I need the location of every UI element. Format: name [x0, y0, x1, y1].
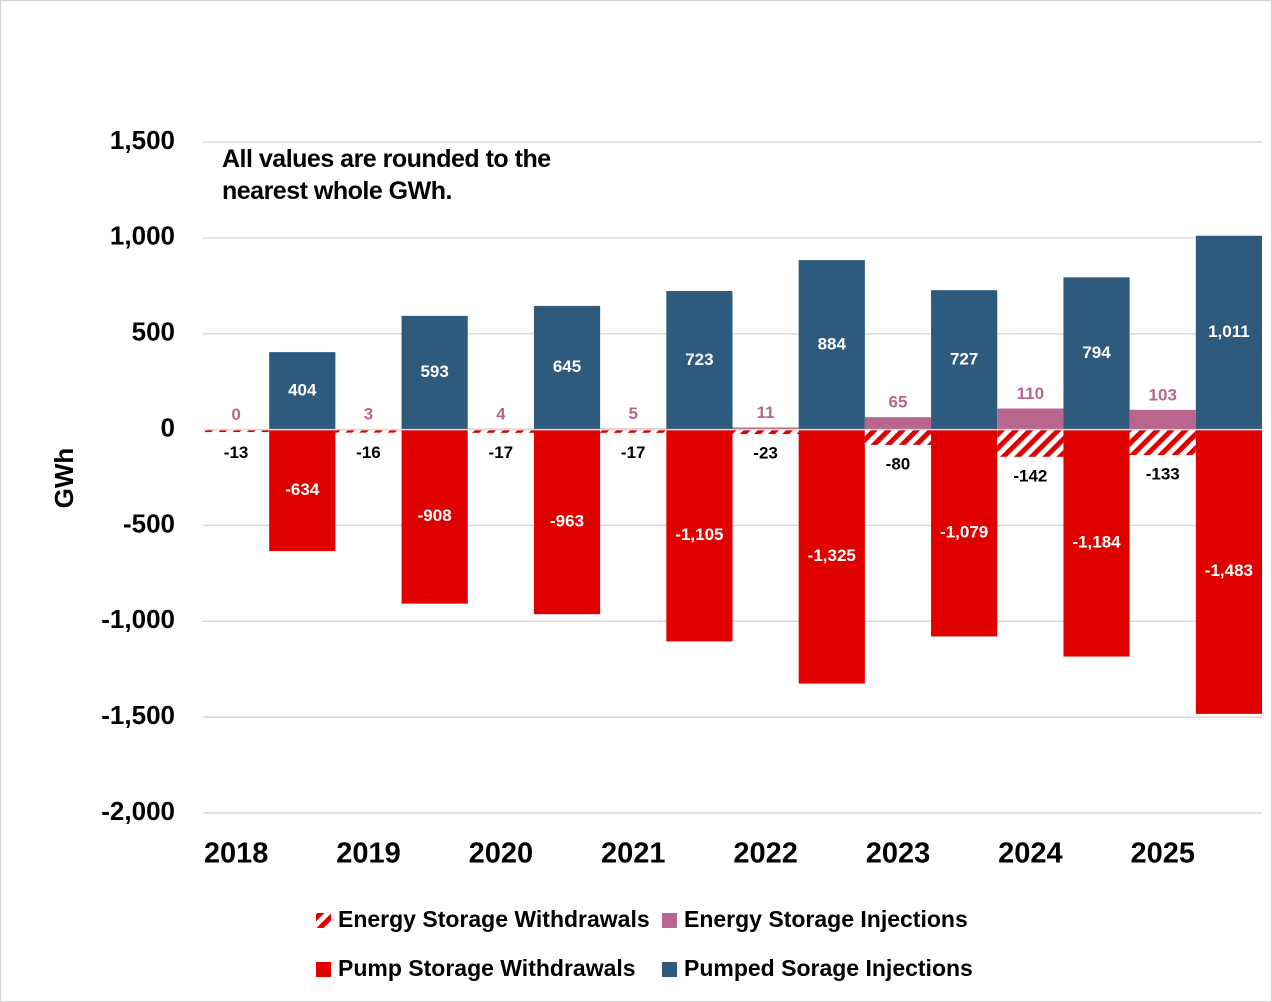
data-label: 1,011 [1208, 322, 1250, 341]
bar [997, 429, 1064, 457]
y-tick-label: 0 [161, 412, 175, 442]
bar [732, 429, 799, 434]
bar [269, 429, 336, 552]
x-tick-label: 2020 [469, 838, 534, 870]
data-label: -16 [356, 443, 381, 462]
data-label: 65 [889, 393, 908, 412]
y-tick-label: -2,000 [101, 796, 175, 826]
data-label: -634 [285, 480, 320, 499]
y-tick-label: 1,500 [110, 125, 175, 155]
legend-swatch [662, 913, 677, 928]
data-label: -963 [550, 511, 584, 530]
data-label: -1,105 [675, 525, 723, 544]
legend-swatch [316, 913, 331, 928]
bar [931, 429, 998, 637]
bar [732, 427, 799, 430]
data-label: -13 [224, 443, 249, 462]
x-tick-label: 2022 [733, 838, 798, 870]
legend-label: Pumped Sorage Injections [684, 955, 973, 981]
bar [533, 305, 601, 430]
y-tick-label: 500 [132, 317, 175, 347]
data-label: 794 [1082, 343, 1111, 362]
x-tick-label: 2025 [1130, 838, 1195, 870]
data-label: 11 [757, 403, 775, 422]
bar [335, 429, 402, 433]
data-label: 404 [288, 380, 317, 399]
legend-swatch [316, 962, 331, 977]
data-label: 3 [364, 404, 373, 423]
y-tick-label: -500 [123, 508, 175, 538]
data-label: 723 [685, 350, 713, 369]
data-label: 727 [950, 349, 978, 368]
bar [1195, 429, 1262, 714]
bar [931, 290, 998, 430]
data-label: 0 [231, 405, 240, 424]
x-tick-label: 2018 [204, 838, 269, 870]
data-label: -142 [1013, 466, 1047, 485]
bar [1129, 409, 1196, 430]
data-label: 103 [1149, 385, 1177, 404]
data-label: -1,483 [1205, 561, 1253, 580]
data-label: -17 [621, 443, 646, 462]
bar [798, 429, 865, 684]
bar [1195, 235, 1262, 430]
data-label: 645 [553, 357, 581, 376]
x-tick-label: 2021 [601, 838, 666, 870]
bar [467, 429, 534, 433]
y-tick-label: -1,500 [101, 700, 175, 730]
legend-label: Pump Storage Withdrawals [338, 955, 636, 981]
data-label: -17 [489, 443, 514, 462]
data-label: 110 [1017, 384, 1044, 403]
bar [997, 408, 1064, 430]
bar [533, 429, 601, 615]
y-axis-label: GWh [49, 448, 79, 509]
data-label: 4 [496, 404, 506, 423]
bar [269, 352, 336, 430]
x-tick-label: 2023 [866, 838, 931, 870]
y-tick-label: 1,000 [110, 221, 175, 251]
data-label: 884 [818, 334, 847, 353]
bar [401, 429, 468, 604]
bar [600, 429, 667, 433]
data-label: -80 [886, 454, 911, 473]
data-label: -908 [418, 506, 452, 525]
data-label: -1,325 [808, 546, 856, 565]
data-label: -1,184 [1072, 533, 1121, 552]
data-label: -1,079 [940, 522, 988, 541]
bar [1129, 429, 1196, 456]
bar [401, 315, 468, 430]
data-label: -23 [753, 443, 778, 462]
legend-label: Energy Storage Injections [684, 906, 968, 932]
data-label: 593 [420, 362, 448, 381]
annotation: All values are rounded to the nearest wh… [222, 145, 551, 205]
data-label: 5 [628, 404, 637, 423]
data-label: -133 [1146, 465, 1180, 484]
bar [864, 417, 932, 430]
bar [666, 429, 733, 642]
legend-label: Energy Storage Withdrawals [338, 906, 650, 932]
bar [798, 260, 865, 430]
legend-swatch [662, 962, 677, 977]
bar [1063, 429, 1130, 657]
x-tick-label: 2019 [336, 838, 401, 870]
bar [666, 290, 733, 430]
x-tick-label: 2024 [998, 838, 1063, 870]
bar [1063, 277, 1130, 430]
bar [864, 429, 932, 445]
bar [203, 429, 270, 433]
y-tick-label: -1,000 [101, 604, 175, 634]
